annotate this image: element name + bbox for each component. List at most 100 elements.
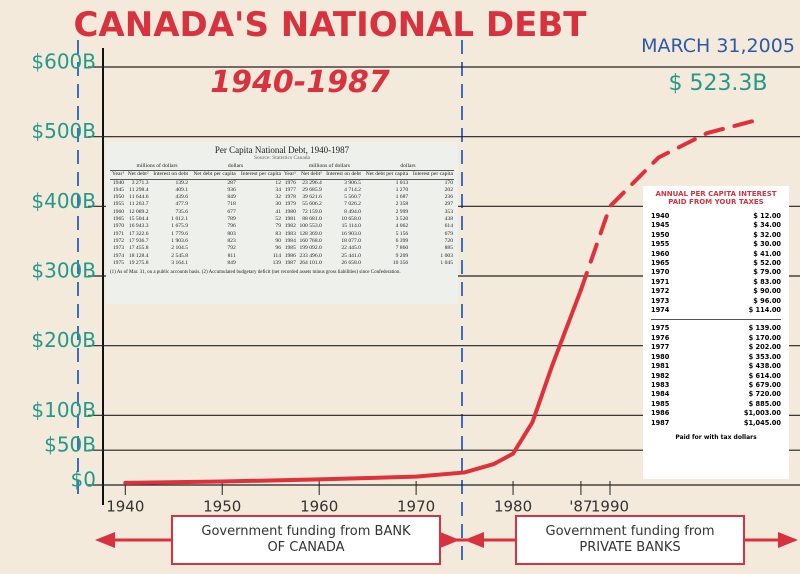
cell: 160 768.0 bbox=[299, 237, 322, 244]
cell: 1973 bbox=[112, 245, 125, 252]
cell: 1 013 bbox=[395, 179, 409, 186]
panel-year: 1982 bbox=[651, 371, 670, 380]
cell: 353 bbox=[444, 208, 453, 215]
cell: 11 298.4 bbox=[129, 186, 149, 193]
table-half: millions of dollars dollars Year¹ Net debt²… bbox=[110, 163, 282, 267]
group-header: millions of dollars bbox=[296, 163, 362, 172]
group-header: dollars bbox=[361, 163, 454, 172]
cell: 1981 bbox=[284, 216, 296, 223]
panel-row: 1940 $ 12.00 bbox=[651, 212, 781, 221]
table-row: 1987 264 101.0 26 658.0 10 356 1 045 bbox=[282, 260, 454, 267]
panel-amount: $ 83.00 bbox=[753, 277, 781, 286]
cell: 409.1 bbox=[175, 186, 189, 193]
cell: 1984 bbox=[284, 237, 296, 244]
y-tick-label: $600B bbox=[31, 50, 96, 74]
cell bbox=[282, 163, 297, 172]
cell: 22 445.0 bbox=[341, 245, 361, 252]
panel-amount: $ 720.00 bbox=[748, 390, 781, 399]
cell: 52 bbox=[275, 216, 281, 223]
table-row: 1973 17 455.8 2 104.5 792 96 bbox=[110, 245, 282, 252]
cell: 128 369.0 bbox=[299, 230, 322, 237]
cell: 12 bbox=[275, 179, 281, 186]
x-tick-label: 1940 bbox=[106, 498, 144, 516]
cell: 90 bbox=[275, 237, 281, 244]
cell: 55 606.2 bbox=[302, 201, 322, 208]
panel-year: 1955 bbox=[651, 240, 670, 249]
panel-row: 1987 $1,045.00 bbox=[651, 419, 781, 428]
cell: 114 bbox=[272, 252, 281, 259]
cell: 297 bbox=[444, 201, 453, 208]
cell: 39 621.6 bbox=[302, 194, 322, 201]
cell: 17 936.7 bbox=[128, 237, 149, 244]
panel-amount: $ 438.00 bbox=[748, 362, 781, 371]
panel-amount: $ 34.00 bbox=[753, 221, 781, 230]
cell: 23 296.4 bbox=[302, 179, 322, 186]
debt-line bbox=[123, 287, 583, 485]
panel-year: 1965 bbox=[651, 259, 670, 268]
panel-row: 1982 $ 614.00 bbox=[651, 372, 781, 381]
panel-row: 1965 $ 52.00 bbox=[651, 259, 781, 268]
cell: 1976 bbox=[284, 179, 296, 186]
panel-row: 1973 $ 96.00 bbox=[651, 297, 781, 306]
cell: 3 271.3 bbox=[131, 179, 149, 186]
cell: 1986 bbox=[284, 252, 296, 259]
panel-amount: $ 12.00 bbox=[753, 212, 781, 220]
panel-amount: $1,045.00 bbox=[743, 418, 781, 427]
panel-year: 1981 bbox=[651, 362, 670, 371]
y-tick-label: $200B bbox=[31, 328, 96, 352]
table-row: 1950 11 644.6 439.6 849 32 bbox=[110, 194, 282, 201]
cell: 7 860 bbox=[395, 245, 409, 252]
cell: 2 104.5 bbox=[171, 245, 189, 252]
cell: 823 bbox=[227, 237, 236, 244]
panel-amount: $ 114.00 bbox=[748, 306, 781, 315]
cell: 2 545.8 bbox=[171, 252, 189, 259]
debt-table: Per Capita National Debt, 1940-1987 Sour… bbox=[106, 142, 458, 304]
panel-year: 1984 bbox=[651, 390, 670, 399]
cell: 803 bbox=[227, 230, 236, 237]
panel-amount: $ 96.00 bbox=[753, 296, 781, 305]
table-row: 1979 55 606.2 7 026.2 2 358 297 bbox=[282, 201, 454, 208]
x-tick-label: 1980 bbox=[494, 498, 532, 516]
cell: 1979 bbox=[284, 201, 296, 208]
cell: 1945 bbox=[112, 186, 125, 193]
cell: 18 128.4 bbox=[128, 252, 149, 259]
cell: 5 560.7 bbox=[344, 194, 361, 201]
cell: 885 bbox=[444, 245, 453, 252]
panel-row: 1970 $ 79.00 bbox=[651, 268, 781, 277]
cell: 12 089.2 bbox=[128, 208, 149, 215]
panel-amount: $ 614.00 bbox=[748, 371, 781, 380]
column-header: Interest per capita bbox=[236, 170, 282, 180]
cell: 477.9 bbox=[175, 201, 189, 208]
column-header: Net debt² bbox=[125, 170, 150, 180]
panel-row: 1981 $ 438.00 bbox=[651, 362, 781, 371]
cell: 139.2 bbox=[175, 179, 189, 186]
cell: 15 114.0 bbox=[341, 223, 361, 230]
panel-amount: $1,003.00 bbox=[743, 409, 781, 418]
cell: 1960 bbox=[112, 208, 125, 215]
table-row: 1981 88 681.0 10 658.0 3 520 438 bbox=[282, 216, 454, 223]
table-half: millions of dollars dollars Year¹ Net debt²… bbox=[282, 163, 454, 267]
header-row: Year¹ Net debt² Interest on debt Net debt p… bbox=[110, 170, 282, 180]
cell: 287 bbox=[227, 179, 236, 186]
cell: 3 906.5 bbox=[344, 179, 361, 186]
cell: 1 903.6 bbox=[171, 237, 189, 244]
panel-row: 1976 $ 170.00 bbox=[651, 334, 781, 343]
cell: 1977 bbox=[284, 186, 296, 193]
cell: 34 bbox=[275, 186, 281, 193]
cell: 9 209 bbox=[395, 252, 409, 259]
cell: 1980 bbox=[284, 208, 296, 215]
table-row: 1945 11 298.4 409.1 936 34 bbox=[110, 187, 282, 194]
panel-row: 1955 $ 30.00 bbox=[651, 240, 781, 249]
column-header: Interest on debt bbox=[149, 170, 190, 180]
table-row: 1960 12 089.2 735.6 677 41 bbox=[110, 209, 282, 216]
panel-amount: $ 52.00 bbox=[753, 259, 781, 268]
panel-row: 1971 $ 83.00 bbox=[651, 278, 781, 287]
cell: 2 358 bbox=[395, 201, 409, 208]
cell: 29 685.9 bbox=[302, 186, 322, 193]
cell: 233 496.0 bbox=[299, 252, 322, 259]
table-footnote: (1) As of Mar. 31, on a public accounts … bbox=[110, 270, 401, 276]
panel-row: 1983 $ 679.00 bbox=[651, 381, 781, 390]
cell: 1978 bbox=[284, 194, 296, 201]
cell: 1 687 bbox=[395, 194, 409, 201]
cell: 139 bbox=[272, 259, 281, 266]
